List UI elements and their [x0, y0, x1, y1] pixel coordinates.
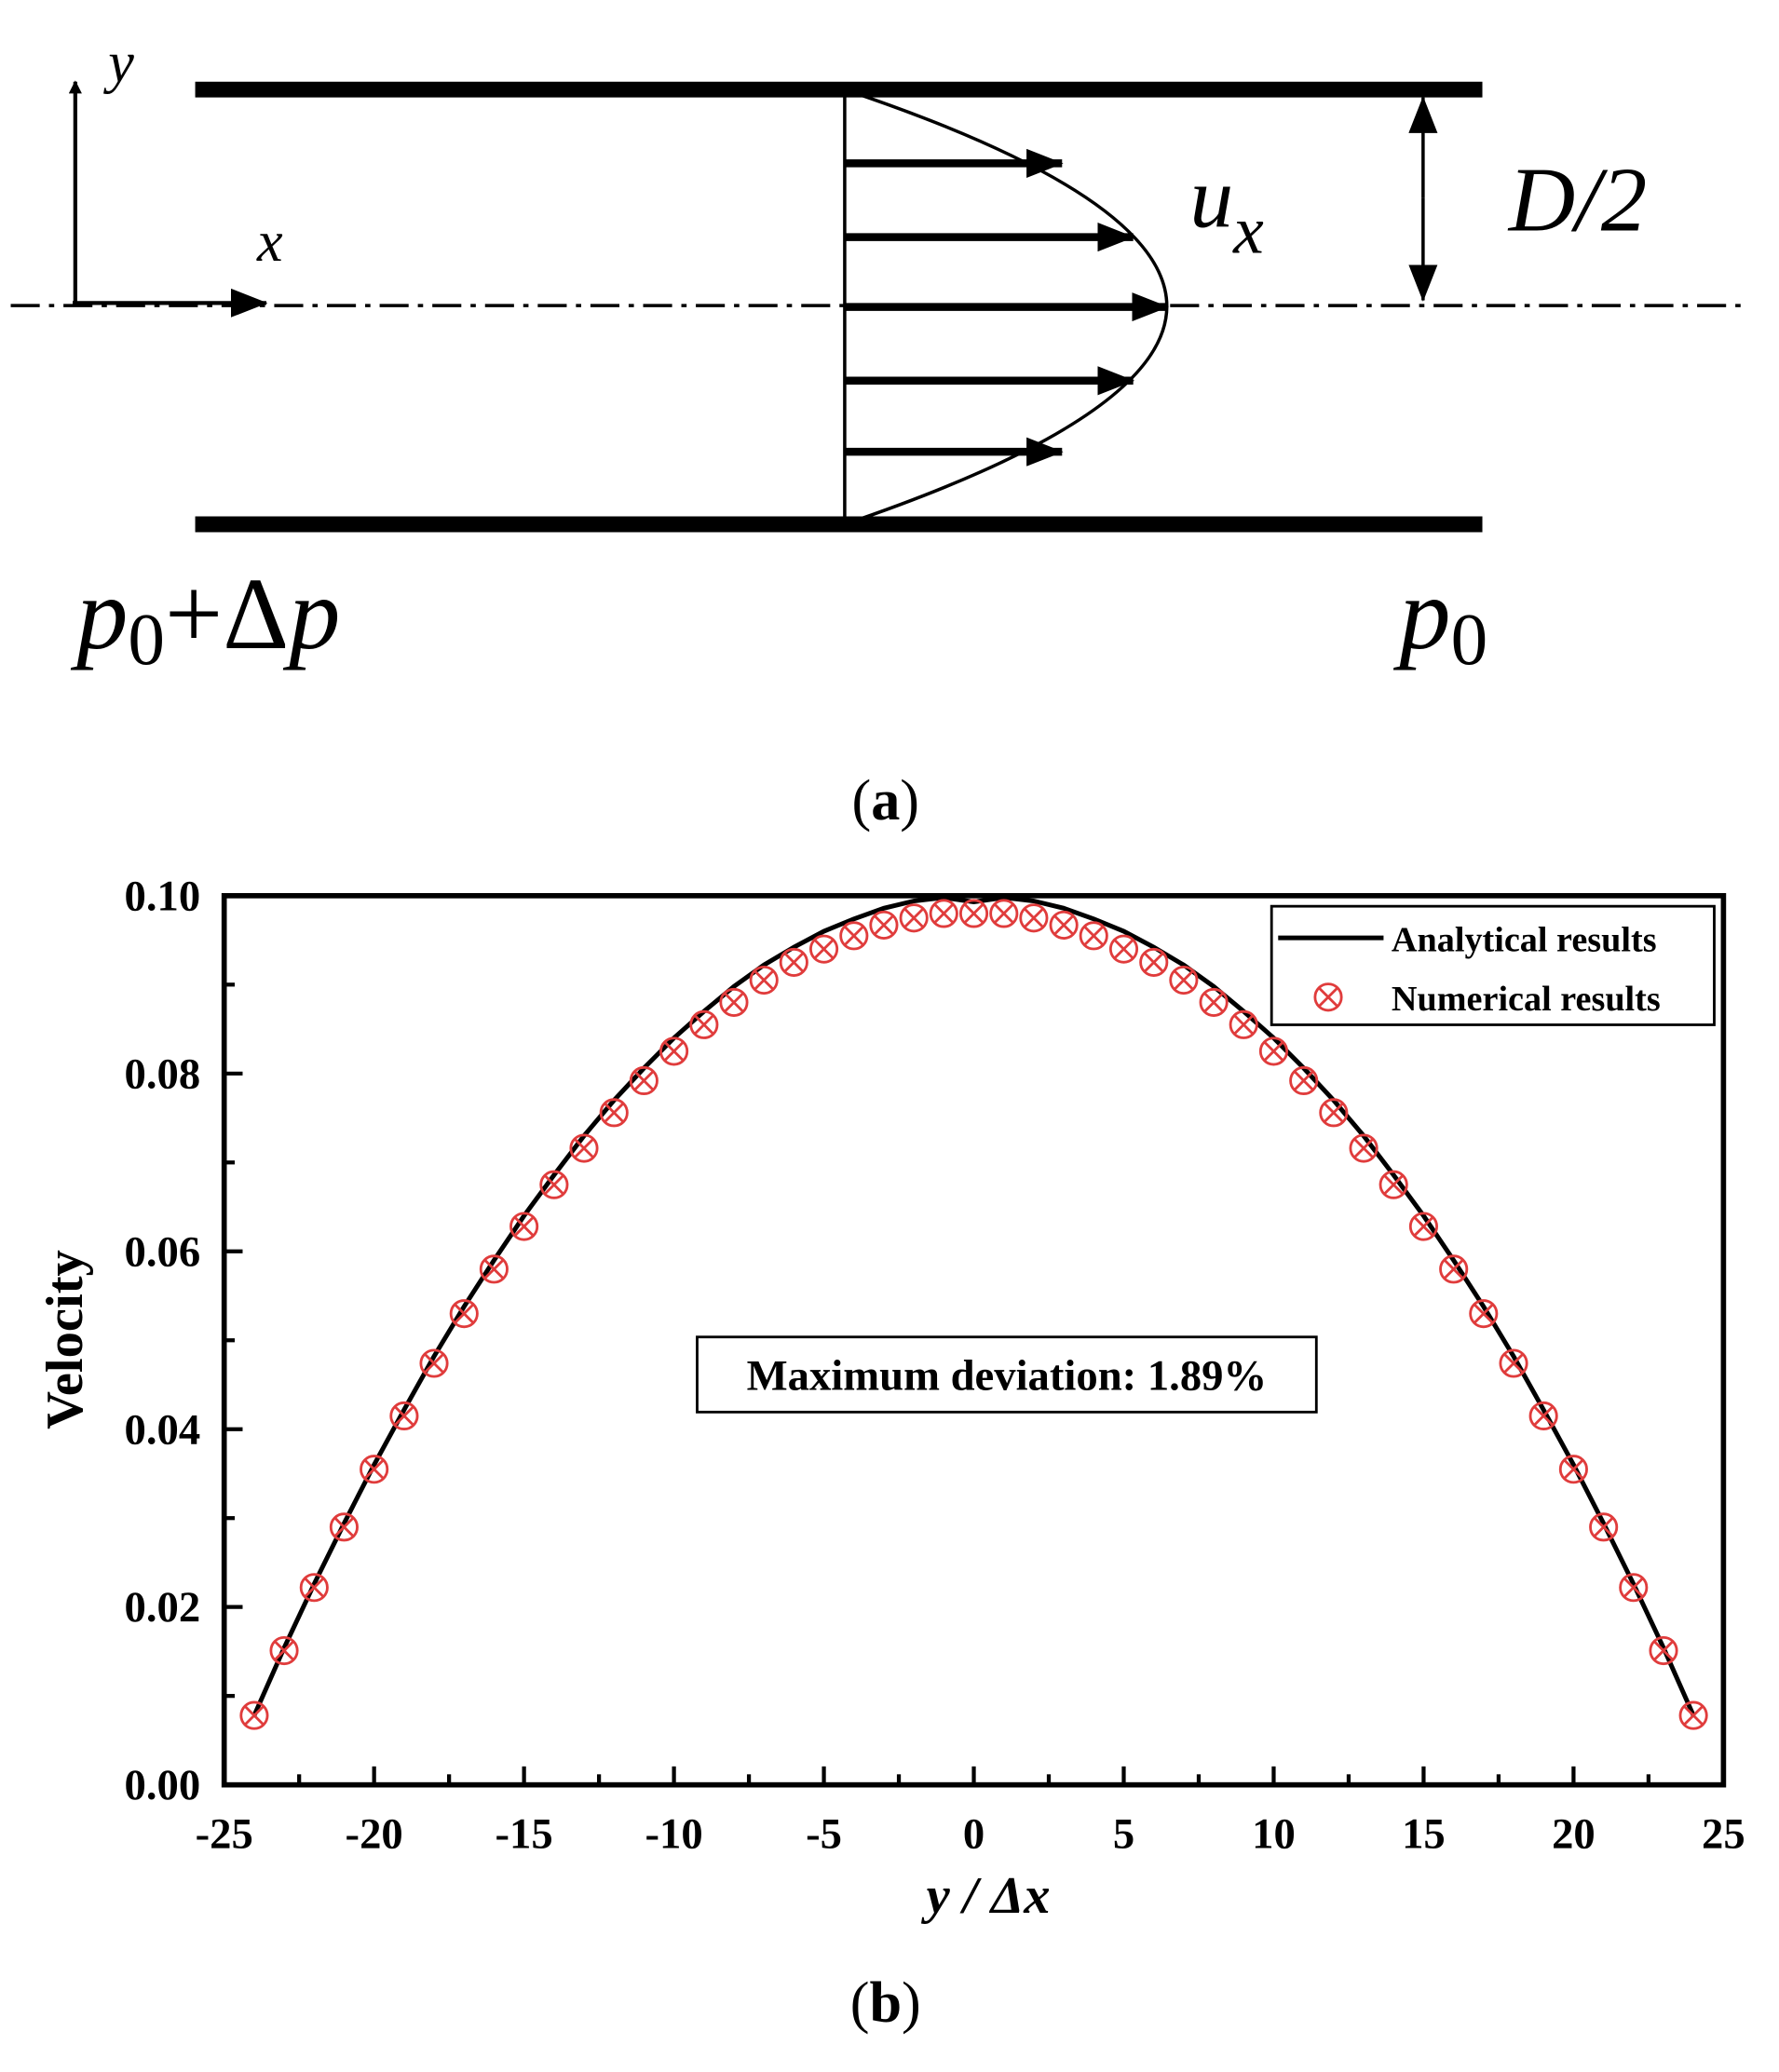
y-tick-label: 0.02 — [125, 1583, 201, 1632]
numerical-result-point — [808, 934, 839, 964]
numerical-result-point — [1558, 1455, 1588, 1484]
numerical-result-point — [509, 1212, 539, 1241]
numerical-result-point — [1439, 1254, 1469, 1284]
numerical-result-point — [599, 1098, 629, 1128]
numerical-result-point — [239, 1700, 269, 1730]
numerical-result-point — [1049, 910, 1079, 940]
numerical-result-point — [1619, 1573, 1649, 1603]
y-axis-title: Velocity — [36, 1250, 94, 1429]
half-width-label: D/2 — [1507, 150, 1648, 251]
axis-ticks — [222, 893, 1726, 1787]
numerical-result-point — [869, 910, 899, 940]
numerical-result-point — [1139, 947, 1169, 977]
legend-numerical-label: Numerical results — [1392, 980, 1661, 1019]
numerical-result-point — [299, 1573, 329, 1603]
x-tick-labels: -25 -20 -15 -10 -5 0 5 10 15 20 25 — [196, 1810, 1745, 1859]
inlet-pressure-label: p0+Δp — [70, 557, 340, 681]
numerical-result-point — [389, 1401, 419, 1430]
numerical-result-point — [659, 1036, 689, 1066]
y-tick-label: 0.00 — [125, 1761, 201, 1809]
panel-b-chart: -25 -20 -15 -10 -5 0 5 10 15 20 25 0.000.020.040.0… — [36, 872, 1745, 2035]
numerical-result-point — [719, 987, 749, 1017]
legend-numerical-marker — [1313, 982, 1343, 1012]
analytical-results-line — [251, 895, 1696, 1717]
legend-box — [1270, 904, 1716, 1026]
numerical-result-point — [989, 899, 1019, 928]
numerical-result-point — [779, 947, 808, 977]
x-tick-label: -5 — [806, 1810, 842, 1859]
numerical-result-point — [449, 1299, 479, 1329]
numerical-result-point — [1079, 921, 1108, 951]
x-tick-label: -25 — [196, 1810, 253, 1859]
numerical-result-point — [1349, 1133, 1378, 1163]
y-tick-label: 0.04 — [125, 1405, 201, 1454]
panel-b-caption: (b) — [850, 1971, 921, 2035]
numerical-result-point — [1678, 1700, 1708, 1730]
x-tick-label: -20 — [346, 1810, 403, 1859]
annotation-box — [696, 1335, 1318, 1414]
numerical-result-point — [1589, 1512, 1619, 1542]
numerical-result-point — [1378, 1170, 1408, 1199]
panel-a-diagram: y x ux D/2 p0+Δp p0 (a) — [10, 32, 1746, 833]
max-deviation-annotation: Maximum deviation: 1.89% — [747, 1351, 1268, 1400]
x-tick-label: -15 — [496, 1810, 553, 1859]
x-tick-label: 20 — [1552, 1810, 1596, 1859]
numerical-result-point — [899, 903, 929, 933]
legend-analytical-label: Analytical results — [1392, 920, 1657, 959]
outlet-pressure-label: p0 — [1392, 557, 1487, 681]
x-tick-label: 10 — [1252, 1810, 1296, 1859]
numerical-result-point — [1108, 934, 1139, 964]
legend: Analytical results Numerical results — [1270, 904, 1716, 1026]
numerical-result-point — [1319, 1098, 1349, 1128]
numerical-result-point — [629, 1065, 659, 1096]
numerical-result-point — [1019, 903, 1049, 933]
x-tick-label: 0 — [963, 1810, 985, 1859]
numerical-result-point — [1528, 1401, 1558, 1430]
numerical-result-point — [269, 1635, 299, 1666]
numerical-result-point — [1229, 1009, 1258, 1039]
y-axis-label: y — [102, 32, 134, 95]
x-tick-label: 25 — [1702, 1810, 1745, 1859]
numerical-result-point — [749, 965, 779, 995]
plot-marks — [239, 895, 1708, 1730]
numerical-result-point — [958, 899, 989, 928]
numerical-result-point — [419, 1348, 449, 1378]
numerical-result-point — [1649, 1635, 1678, 1666]
x-tick-label: 5 — [1113, 1810, 1134, 1859]
numerical-result-point — [1408, 1212, 1438, 1241]
numerical-result-point — [929, 899, 958, 928]
numerical-result-point — [1258, 1036, 1289, 1066]
numerical-result-point — [539, 1170, 569, 1199]
x-axis-label: x — [256, 210, 283, 274]
velocity-arrows — [844, 148, 1169, 467]
x-axis-title: y / Δx — [921, 1867, 1051, 1925]
y-tick-label: 0.06 — [125, 1227, 201, 1276]
numerical-result-point — [1499, 1348, 1528, 1378]
numerical-result-point — [1199, 987, 1229, 1017]
y-tick-labels: 0.00 0.02 0.04 0.06 0.08 0.10 — [125, 872, 201, 1809]
x-tick-label: -10 — [645, 1810, 702, 1859]
numerical-result-point — [569, 1133, 599, 1163]
numerical-result-point — [839, 921, 869, 951]
y-tick-label: 0.10 — [125, 872, 201, 920]
numerical-result-point — [329, 1512, 359, 1542]
numerical-result-point — [689, 1009, 719, 1039]
numerical-result-point — [1169, 965, 1199, 995]
velocity-label: ux — [1190, 150, 1265, 267]
numerical-result-point — [1469, 1299, 1499, 1329]
numerical-result-point — [1289, 1065, 1319, 1096]
panel-a-caption: (a) — [851, 769, 919, 833]
numerical-result-point — [360, 1455, 389, 1484]
y-tick-label: 0.08 — [125, 1050, 201, 1098]
numerical-result-point — [479, 1254, 509, 1284]
x-tick-label: 15 — [1402, 1810, 1446, 1859]
